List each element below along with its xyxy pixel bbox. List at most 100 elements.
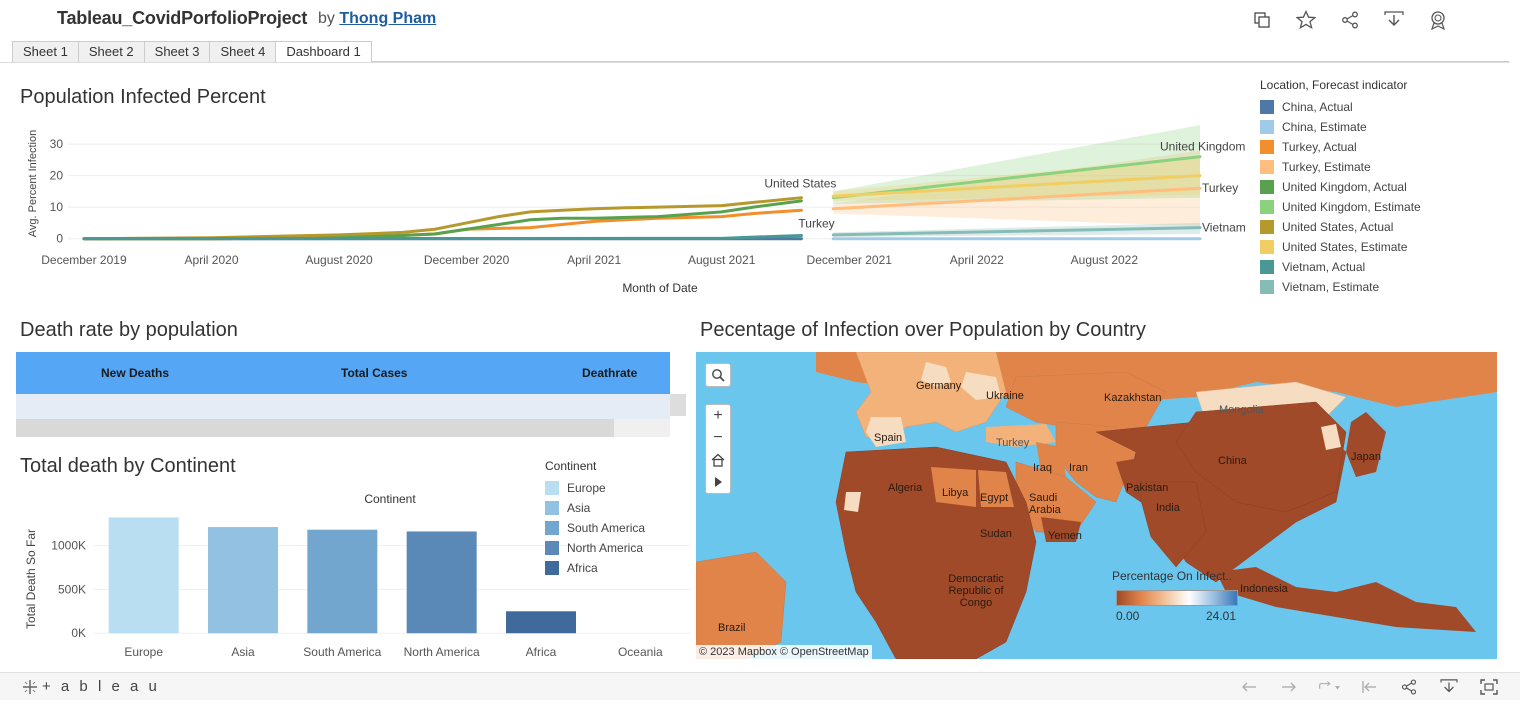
series-line[interactable]: [82, 199, 803, 241]
map-zoom-control: + −: [705, 404, 731, 494]
series-line[interactable]: [831, 226, 1202, 237]
y-axis-label: Avg. Percent Infection: [27, 130, 39, 237]
tableau-logo[interactable]: + a b l e a u: [22, 678, 160, 695]
y-tick-label: 30: [50, 137, 64, 151]
country-western-sahara[interactable]: [844, 492, 861, 512]
footer-toolbar: + a b l e a u: [0, 672, 1520, 700]
country-yemen[interactable]: [1041, 517, 1081, 542]
tab-dashboard-1[interactable]: Dashboard 1: [275, 41, 372, 63]
legend-item[interactable]: Vietnam, Estimate: [1260, 277, 1510, 297]
legend-item[interactable]: Vietnam, Actual: [1260, 257, 1510, 277]
bar[interactable]: [307, 529, 378, 634]
vertical-scrollbar[interactable]: [670, 394, 686, 416]
country-korea[interactable]: [1321, 424, 1341, 450]
map-land: [696, 352, 1497, 659]
legend-item[interactable]: South America: [545, 518, 645, 538]
copy-icon[interactable]: [1250, 8, 1274, 32]
country-label: Spain: [874, 432, 903, 444]
tab-sheet-1[interactable]: Sheet 1: [12, 41, 79, 62]
legend-item[interactable]: Asia: [545, 498, 645, 518]
legend-item[interactable]: China, Estimate: [1260, 117, 1510, 137]
x-tick-label: Europe: [124, 645, 163, 659]
legend-item[interactable]: United States, Actual: [1260, 217, 1510, 237]
revert-icon[interactable]: [1318, 676, 1340, 698]
footer-icons: [1238, 676, 1500, 698]
infected-line-chart[interactable]: 0 10 20 30 Avg. Percent Infection December 20…: [0, 110, 1260, 305]
continent-title: Total death by Continent: [20, 455, 236, 477]
legend-label: China, Actual: [1282, 100, 1353, 114]
infection-map[interactable]: Kazakhstan Mongolia China Japan Turkey Iran Pa…: [696, 352, 1497, 659]
country-egypt[interactable]: [978, 470, 1014, 507]
table-row[interactable]: [16, 394, 670, 419]
horizontal-scrollbar-thumb[interactable]: [16, 419, 614, 437]
legend-item[interactable]: Turkey, Estimate: [1260, 157, 1510, 177]
country-spain[interactable]: [866, 417, 906, 447]
series-line[interactable]: [831, 174, 1202, 198]
fullscreen-icon[interactable]: [1478, 676, 1500, 698]
legend-item[interactable]: China, Actual: [1260, 97, 1510, 117]
column-total-cases[interactable]: Total Cases: [341, 366, 408, 380]
bar[interactable]: [108, 517, 179, 634]
reset-view-button[interactable]: [706, 449, 730, 471]
legend-label: Africa: [567, 561, 598, 575]
zoom-out-button[interactable]: −: [706, 427, 730, 449]
badge-icon[interactable]: [1426, 8, 1450, 32]
map-search-button[interactable]: [706, 364, 730, 386]
tab-sheet-4[interactable]: Sheet 4: [209, 41, 277, 62]
bar[interactable]: [406, 531, 477, 634]
y-tick-label: 0K: [71, 626, 86, 640]
map-attribution[interactable]: © 2023 Mapbox © OpenStreetMap: [696, 645, 872, 659]
legend-item[interactable]: United States, Estimate: [1260, 237, 1510, 257]
author-link[interactable]: Thong Pham: [339, 10, 437, 27]
country-indonesia[interactable]: [1216, 567, 1476, 632]
series-line[interactable]: [82, 196, 803, 241]
legend-swatch: [545, 481, 559, 495]
y-tick-label: 10: [50, 200, 64, 214]
legend-item[interactable]: Turkey, Actual: [1260, 137, 1510, 157]
undo-icon[interactable]: [1238, 676, 1260, 698]
download-icon[interactable]: [1438, 676, 1460, 698]
country-label: Yemen: [1048, 530, 1082, 542]
legend-item[interactable]: North America: [545, 538, 645, 558]
country-turkey[interactable]: [986, 424, 1056, 447]
share-icon[interactable]: [1398, 676, 1420, 698]
country-iraq[interactable]: [1036, 442, 1066, 477]
x-tick-label: Oceania: [618, 645, 663, 659]
y-tick-label: 0: [56, 232, 63, 246]
country-japan[interactable]: [1346, 412, 1386, 477]
star-icon[interactable]: [1294, 8, 1318, 32]
country-india[interactable]: [1135, 481, 1207, 568]
legend-swatch: [1260, 160, 1274, 174]
legend-item[interactable]: United Kingdom, Estimate: [1260, 197, 1510, 217]
legend-item[interactable]: United Kingdom, Actual: [1260, 177, 1510, 197]
expand-toolbar-button[interactable]: [706, 471, 730, 493]
legend-swatch: [545, 561, 559, 575]
series-line[interactable]: [82, 234, 803, 241]
country-china[interactable]: [1175, 401, 1347, 513]
bar[interactable]: [506, 611, 576, 634]
country-ukraine[interactable]: [961, 372, 1001, 400]
first-icon[interactable]: [1358, 676, 1380, 698]
series-line[interactable]: [831, 186, 1202, 211]
legend-swatch: [1260, 220, 1274, 234]
country-brazil[interactable]: [696, 551, 787, 659]
redo-icon[interactable]: [1278, 676, 1300, 698]
share-icon[interactable]: [1338, 8, 1362, 32]
legend-item[interactable]: Europe: [545, 478, 645, 498]
series-line[interactable]: [831, 155, 1202, 200]
country-label: Saudi Arabia: [1029, 492, 1061, 516]
legend-item[interactable]: Africa: [545, 558, 645, 578]
tab-sheet-3[interactable]: Sheet 3: [143, 41, 211, 62]
tableau-logo-icon: [23, 679, 37, 694]
country-libya[interactable]: [931, 467, 976, 507]
bar[interactable]: [208, 527, 278, 634]
download-icon[interactable]: [1382, 8, 1406, 32]
legend-label: China, Estimate: [1282, 120, 1367, 134]
column-deathrate[interactable]: Deathrate: [582, 366, 638, 380]
tab-sheet-2[interactable]: Sheet 2: [77, 41, 145, 62]
continent-bar-chart[interactable]: Continent 0K 500K 1000K Total Death So Far Eu…: [0, 482, 690, 667]
column-new-deaths[interactable]: New Deaths: [101, 366, 170, 380]
tabs-divider: [0, 62, 1510, 63]
zoom-in-button[interactable]: +: [706, 405, 730, 427]
country-germany[interactable]: [921, 362, 951, 387]
